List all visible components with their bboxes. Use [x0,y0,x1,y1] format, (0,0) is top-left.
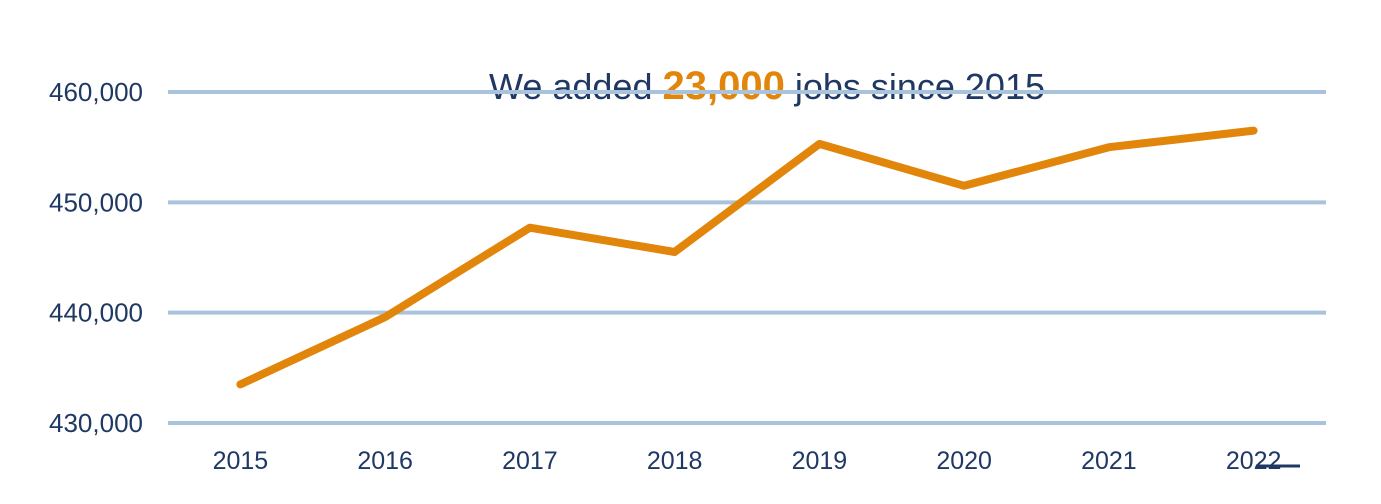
y-axis-tick-label: 440,000 [49,298,143,328]
x-axis-tick-label: 2022 [1226,447,1282,475]
x-axis-tick-label: 2016 [357,447,413,475]
x-axis-tick-label: 2020 [936,447,992,475]
y-axis-tick-label: 450,000 [49,187,143,217]
x-axis-tick-label: 2018 [647,447,703,475]
jobs-trend-line [236,126,1258,389]
y-axis-tick-label: 430,000 [49,408,143,438]
chart-title-prefix: We added [489,66,663,107]
chart-title-suffix: jobs since 2015 [784,66,1045,107]
x-axis-tick-label: 2021 [1081,447,1137,475]
chart-title: We added 23,000 jobs since 2015 [168,20,1326,153]
y-axis-tick-label: 460,000 [49,77,143,107]
chart-title-highlight: 23,000 [662,64,785,108]
x-axis-tick-label: 2017 [502,447,558,475]
y-axis-labels: 430,000 440,000 450,000 460,000 [49,77,143,438]
x-axis-labels: 2015 2016 2017 2018 2019 2020 2021 2022 [213,447,1300,475]
x-axis-tick-label: 2019 [792,447,848,475]
x-axis-tick-label: 2015 [213,447,269,475]
series-layer [236,126,1258,389]
